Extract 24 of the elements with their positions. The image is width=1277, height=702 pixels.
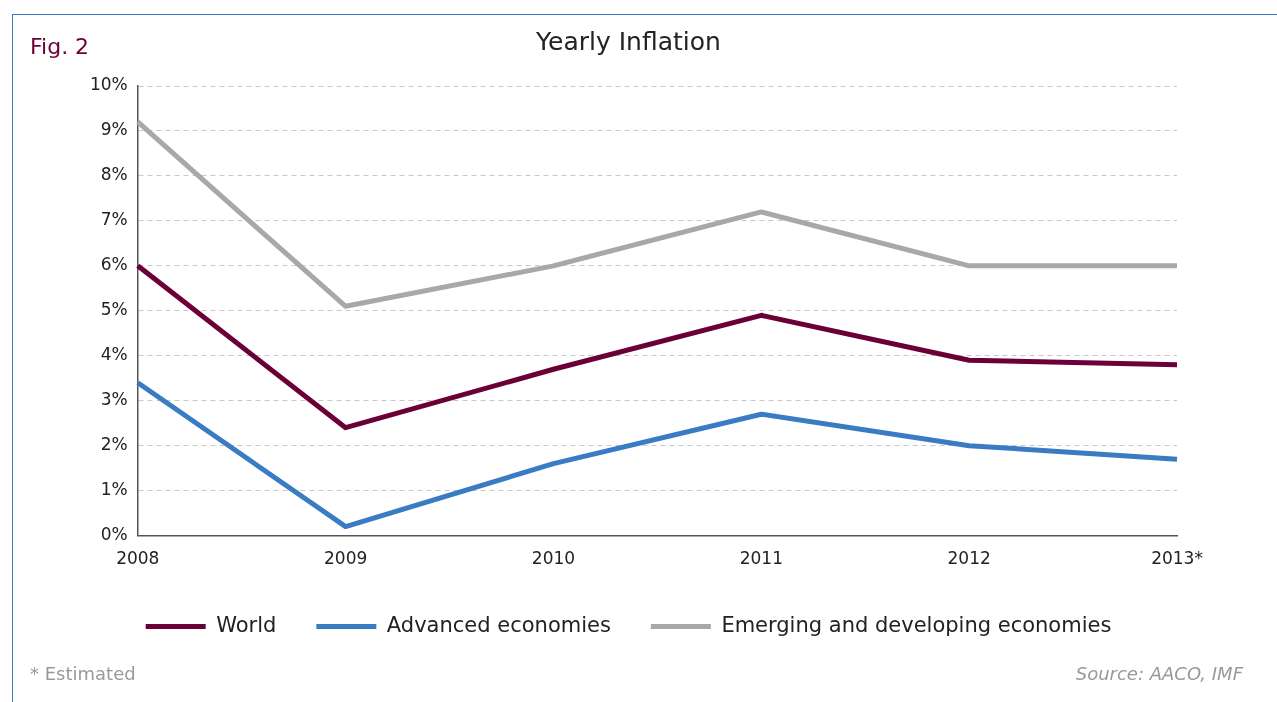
y-tick-label: 9%: [100, 119, 128, 140]
caption: Fig. 2: [30, 34, 90, 59]
x-tick-label: 2009: [324, 548, 368, 569]
y-tick-label: 6%: [100, 254, 128, 275]
x-tick-label: 2011: [739, 548, 783, 569]
y-tick-label: 5%: [100, 299, 128, 320]
source-note: Source: AACO, IMF: [1075, 663, 1244, 684]
x-tick-label: 2013*: [1151, 548, 1203, 569]
legend-label: Emerging and developing economies: [721, 612, 1112, 637]
legend-label: Advanced economies: [386, 612, 611, 637]
y-tick-label: 3%: [100, 389, 128, 410]
x-tick-label: 2008: [116, 548, 160, 569]
y-tick-label: 0%: [100, 524, 128, 545]
x-tick-label: 2012: [947, 548, 991, 569]
legend-label: World: [216, 612, 277, 637]
y-tick-label: 4%: [100, 344, 128, 365]
x-tick-label: 2010: [531, 548, 576, 569]
chart-title: Yearly Inflation: [535, 26, 721, 56]
y-tick-label: 7%: [100, 209, 128, 230]
text: * Estimated: [30, 663, 136, 684]
y-tick-label: 10%: [89, 74, 128, 95]
y-tick-label: 2%: [100, 434, 128, 455]
y-tick-label: 8%: [100, 164, 128, 185]
y-tick-label: 1%: [100, 479, 128, 500]
